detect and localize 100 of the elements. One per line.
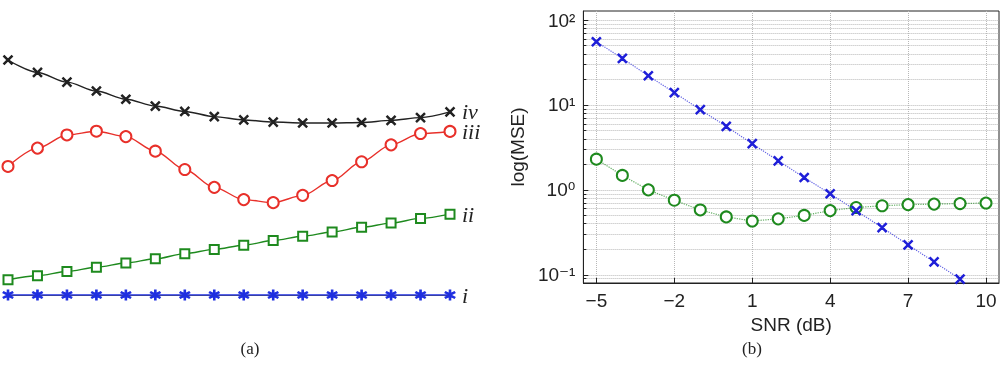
- point: [326, 226, 338, 238]
- point: [149, 289, 161, 301]
- point: [148, 144, 162, 158]
- point: [928, 256, 940, 267]
- point: [267, 289, 279, 301]
- point: [589, 152, 603, 166]
- point: [444, 208, 456, 220]
- point: [444, 289, 456, 301]
- point: [31, 289, 44, 301]
- point: [179, 248, 191, 260]
- point: [60, 128, 74, 142]
- point: [669, 87, 680, 98]
- point: [31, 270, 43, 282]
- point: [2, 54, 14, 66]
- point: [356, 289, 368, 301]
- point: [90, 261, 102, 273]
- point: [851, 205, 862, 216]
- point: [745, 214, 759, 228]
- point: [207, 180, 221, 194]
- x-tick-label: 7: [902, 290, 914, 311]
- point: [30, 141, 44, 155]
- x-tick-label: 1: [746, 290, 758, 311]
- point: [443, 124, 457, 138]
- point: [120, 94, 131, 105]
- point: [297, 230, 309, 242]
- point: [238, 239, 250, 251]
- point: [267, 234, 279, 246]
- point: [208, 243, 220, 255]
- point: [119, 130, 133, 144]
- point: [617, 53, 628, 64]
- point: [238, 114, 249, 126]
- point: [979, 196, 993, 210]
- point: [797, 208, 811, 222]
- x-tick-label: −5: [585, 290, 608, 311]
- point: [238, 289, 250, 301]
- series-label: ii: [462, 201, 475, 227]
- point: [296, 188, 310, 202]
- point: [877, 222, 888, 233]
- point: [641, 183, 655, 197]
- point: [747, 138, 758, 149]
- point: [902, 239, 914, 250]
- text: (b): [742, 339, 762, 358]
- point: [385, 289, 397, 301]
- point: [667, 193, 681, 207]
- point: [266, 196, 280, 210]
- point: [643, 70, 654, 81]
- y-tick-label: 10⁰: [546, 179, 576, 201]
- point: [178, 163, 192, 177]
- point: [385, 217, 397, 229]
- point: [325, 174, 339, 188]
- point: [237, 193, 251, 207]
- point: [719, 210, 733, 224]
- x-axis-title: SNR (dB): [750, 313, 832, 335]
- y-tick-label: 10²: [547, 9, 576, 31]
- point: [61, 76, 73, 88]
- point: [1, 159, 15, 173]
- point: [61, 266, 73, 277]
- point: [2, 274, 14, 286]
- point: [771, 212, 785, 226]
- point: [61, 289, 73, 301]
- point: [179, 289, 191, 301]
- point: [268, 116, 279, 128]
- point: [327, 117, 338, 129]
- point: [901, 198, 915, 212]
- y-axis-title: log(MSE): [507, 107, 528, 187]
- point: [414, 289, 427, 301]
- y-tick-label: 10¹: [547, 94, 576, 116]
- point: [414, 127, 428, 141]
- point: [385, 115, 397, 126]
- point: [799, 172, 810, 183]
- point: [149, 253, 161, 265]
- point: [695, 104, 706, 115]
- point: [773, 155, 784, 166]
- y-tick-label: 10⁻¹: [537, 264, 576, 286]
- point: [150, 100, 161, 112]
- point: [120, 257, 132, 269]
- point: [297, 289, 309, 301]
- point: [326, 289, 338, 301]
- point: [953, 197, 967, 211]
- point: [297, 117, 308, 129]
- point: [179, 106, 190, 117]
- point: [384, 138, 398, 152]
- point: [721, 121, 732, 132]
- point: [91, 85, 102, 97]
- point: [415, 212, 427, 224]
- point: [927, 197, 941, 211]
- point: [693, 203, 707, 217]
- point: [120, 289, 132, 301]
- point: [615, 168, 629, 182]
- point: [825, 188, 836, 199]
- point: [356, 221, 368, 233]
- point: [208, 289, 220, 301]
- point: [591, 36, 602, 47]
- text: (a): [240, 339, 260, 358]
- x-tick-label: −2: [663, 290, 686, 311]
- point: [954, 273, 966, 285]
- point: [823, 204, 837, 218]
- point: [89, 124, 103, 138]
- x-tick-label: 10: [975, 290, 997, 311]
- point: [209, 111, 220, 122]
